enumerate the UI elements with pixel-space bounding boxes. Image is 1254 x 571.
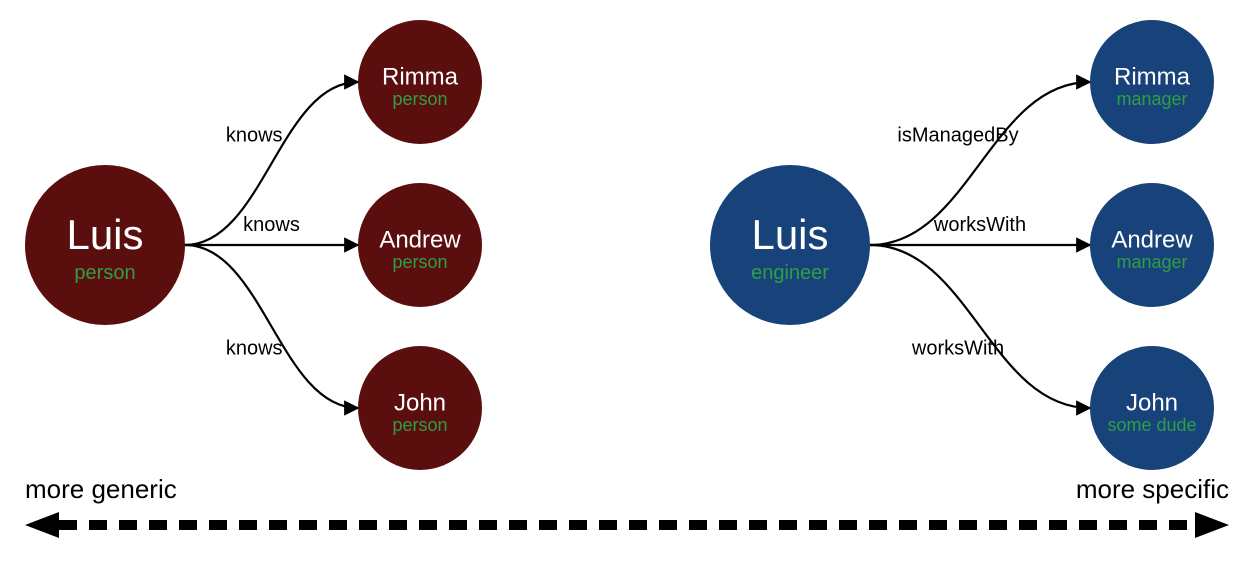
node-andrew: Andrewmanager [1090, 183, 1214, 307]
edge-label-luis-andrew: worksWith [933, 214, 1026, 236]
node-luis: Luis engineer [710, 165, 870, 325]
edge-luis-john [870, 245, 1090, 408]
node-name-john: John [1126, 389, 1178, 416]
node-name-luis: Luis [66, 211, 143, 258]
node-type-rimma: manager [1116, 89, 1187, 109]
node-type-andrew: person [392, 252, 447, 272]
node-name-rimma: Rimma [1114, 63, 1191, 90]
axis-label-right: more specific [1076, 474, 1229, 504]
node-type-luis: engineer [751, 262, 829, 284]
graph-left-edges: knows knows knows [185, 82, 358, 408]
node-type-john: some dude [1107, 415, 1196, 435]
node-name-luis: Luis [751, 211, 828, 258]
node-luis: Luis person [25, 165, 185, 325]
node-rimma: Rimmaperson [358, 20, 482, 144]
node-type-andrew: manager [1116, 252, 1187, 272]
node-name-andrew: Andrew [1111, 226, 1193, 253]
node-type-john: person [392, 415, 447, 435]
graph-left: knowsknowsknowsLuispersonRimmapersonAndr… [25, 20, 482, 470]
edge-label-luis-john: knows [226, 338, 283, 360]
node-john: Johnperson [358, 346, 482, 470]
axis-label-left: more generic [25, 474, 177, 504]
node-john: Johnsome dude [1090, 346, 1214, 470]
arrow-left-icon [25, 512, 59, 538]
edge-label-luis-john: worksWith [911, 338, 1004, 360]
graph-right-edges: isManagedBy worksWith worksWith [870, 82, 1090, 408]
node-rimma: Rimmamanager [1090, 20, 1214, 144]
arrow-right-icon [1195, 512, 1229, 538]
spectrum-axis: more generic more specific [25, 474, 1229, 538]
edge-luis-john [185, 245, 358, 408]
node-name-andrew: Andrew [379, 226, 461, 253]
edge-label-luis-rimma: knows [226, 125, 283, 147]
node-name-john: John [394, 389, 446, 416]
node-name-rimma: Rimma [382, 63, 459, 90]
edge-label-luis-rimma: isManagedBy [897, 125, 1018, 147]
node-type-luis: person [74, 262, 135, 284]
edge-label-luis-andrew: knows [243, 214, 300, 236]
graph-right: isManagedBy worksWith worksWith Luis enginee… [710, 20, 1214, 470]
node-type-rimma: person [392, 89, 447, 109]
node-andrew: Andrewperson [358, 183, 482, 307]
diagram-canvas: knowsknowsknowsLuispersonRimmapersonAndr… [0, 0, 1254, 571]
